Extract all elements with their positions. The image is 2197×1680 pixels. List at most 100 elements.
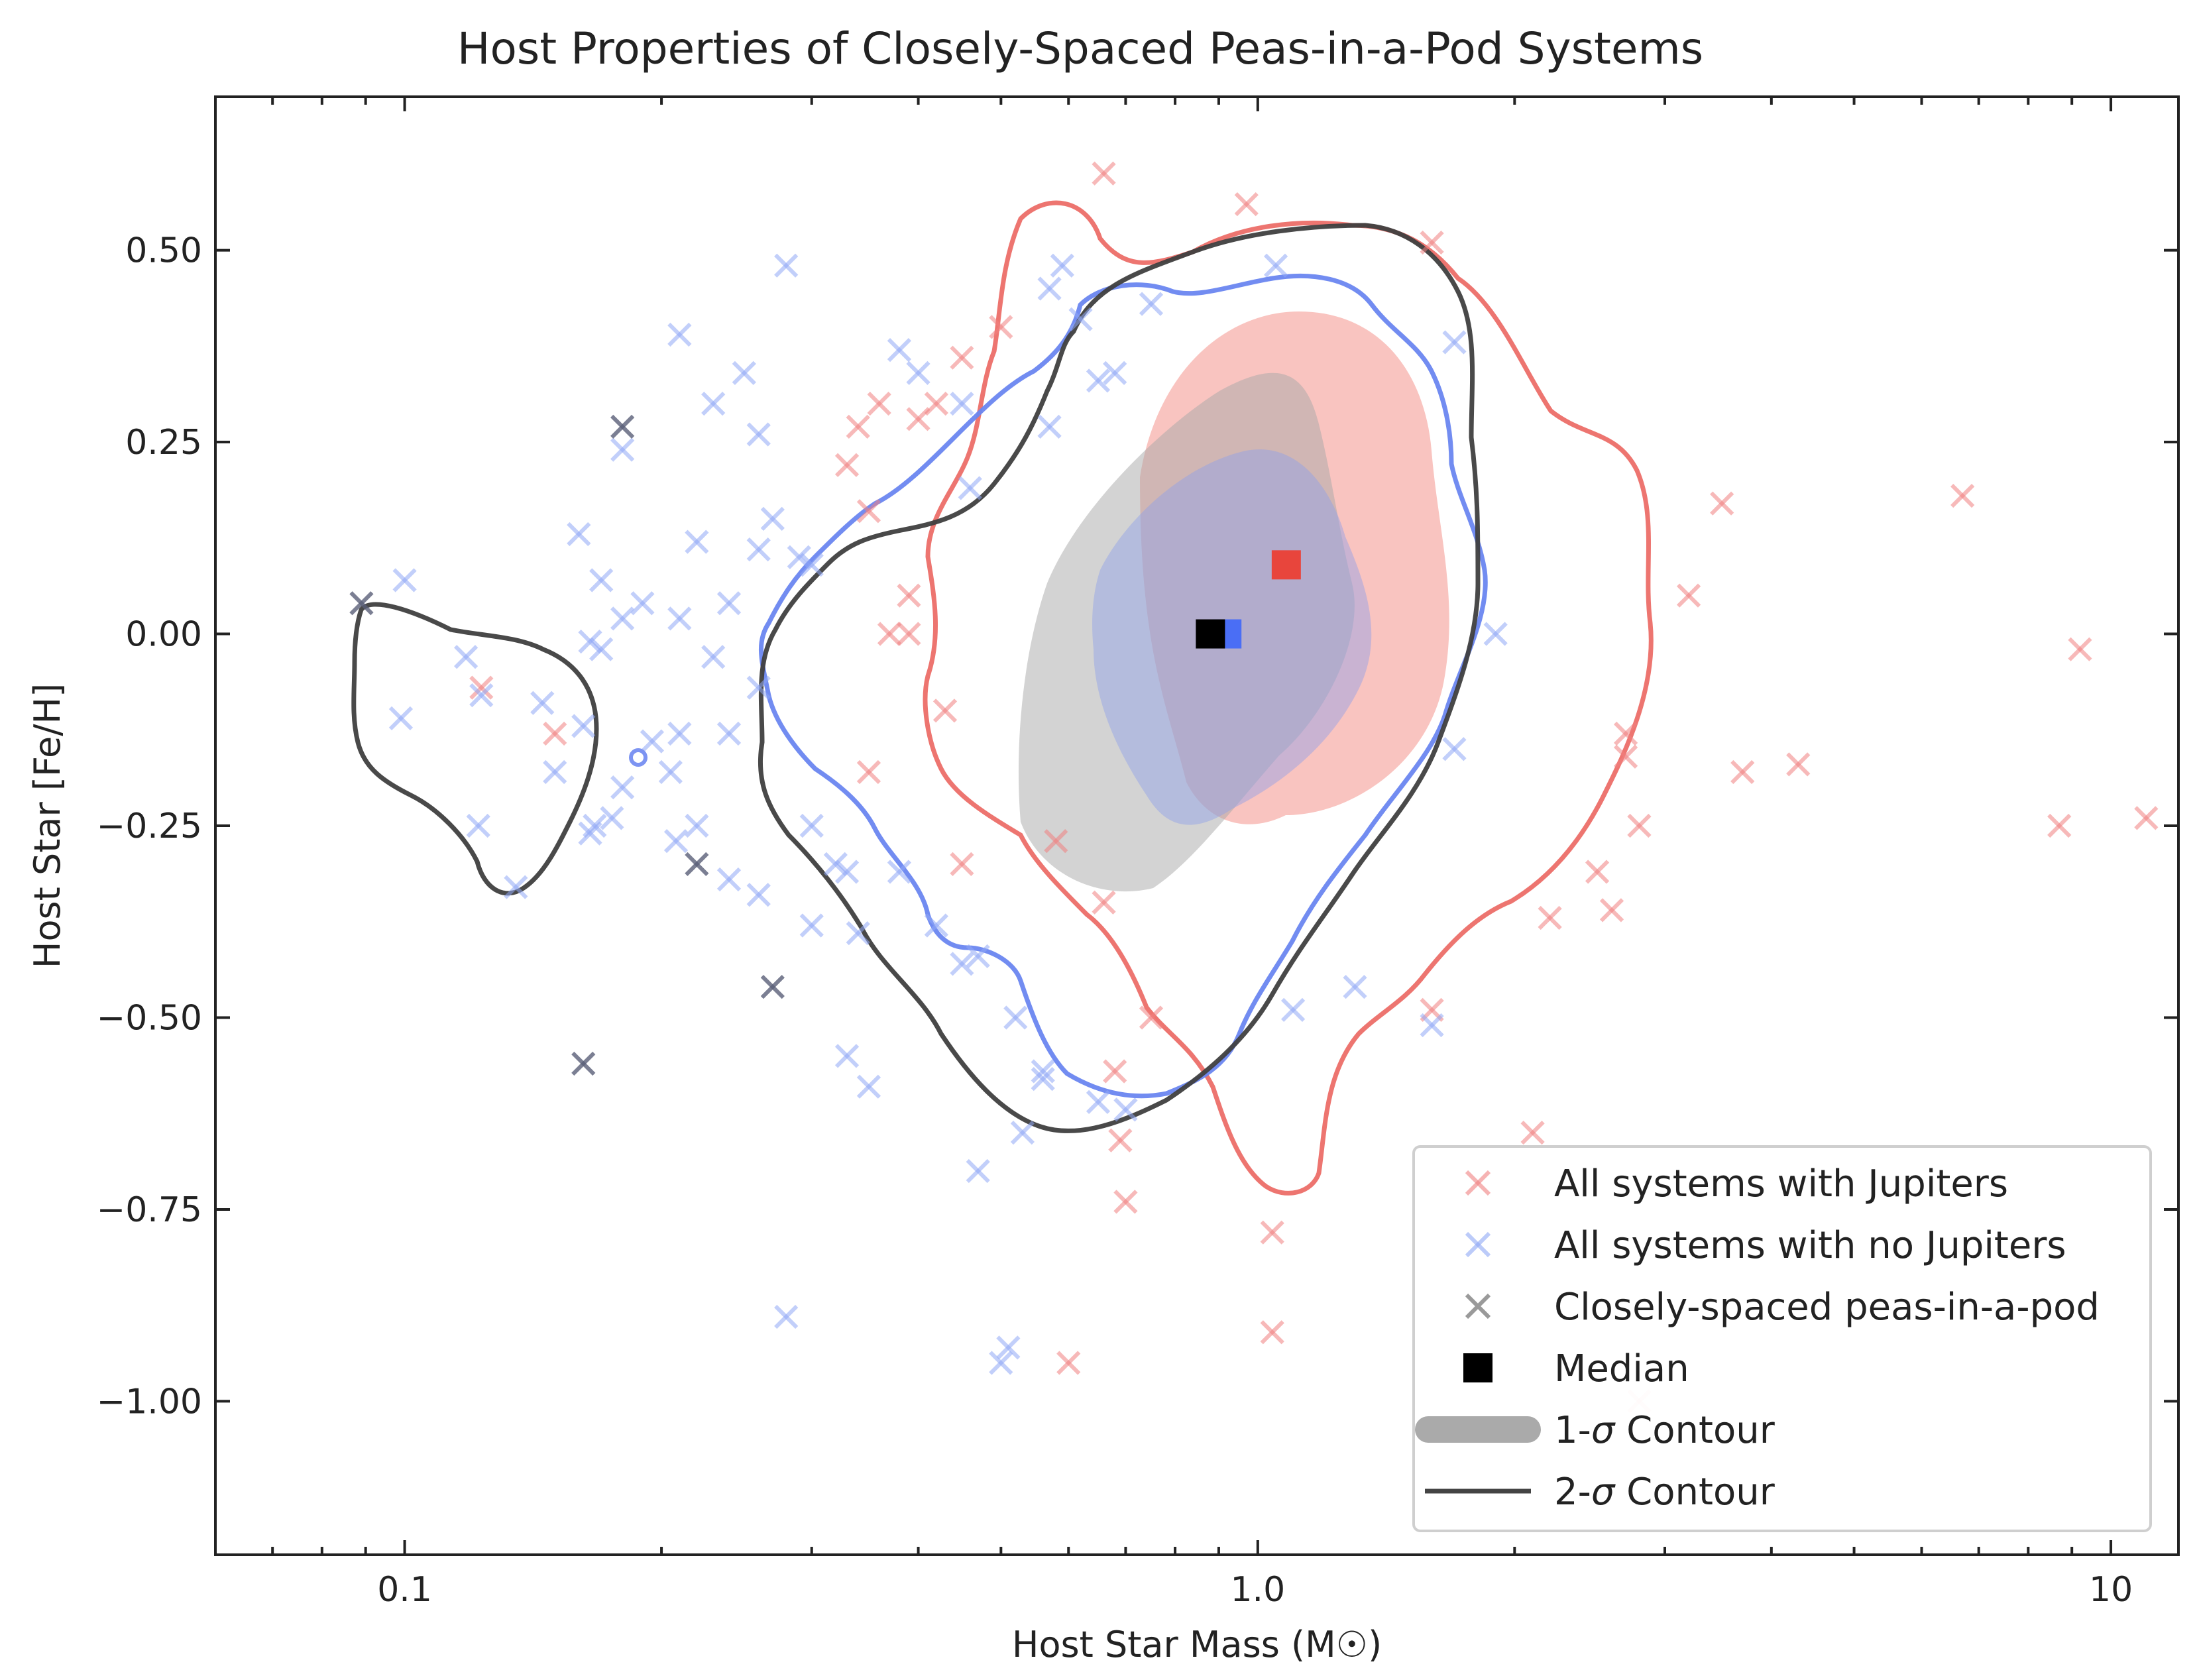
point-jupiters-6 (856, 499, 881, 524)
point-jupiters-24-stroke-b (1260, 1220, 1284, 1245)
point-no-jupiters-64 (958, 476, 982, 500)
point-jupiters-9 (950, 345, 974, 370)
series-median (1196, 550, 1301, 649)
point-jupiters-33-stroke-b (1627, 813, 1652, 838)
point-no-jupiters-43 (746, 883, 771, 907)
point-no-jupiters-1-stroke-b (667, 322, 692, 347)
point-no-jupiters-52-stroke-b (1031, 1066, 1055, 1092)
point-no-jupiters-63-stroke-b (950, 392, 974, 416)
point-no-jupiters-20 (701, 645, 726, 669)
point-peas-0-stroke-b (349, 591, 374, 616)
point-jupiters-8 (924, 392, 948, 416)
point-no-jupiters-28-stroke-b (716, 721, 742, 746)
point-no-jupiters-65-stroke-b (1037, 276, 1062, 301)
point-no-jupiters-11 (567, 522, 591, 547)
point-no-jupiters-25 (530, 691, 555, 715)
point-peas-2-stroke-b (685, 852, 709, 877)
series-no-jupiters (388, 253, 1508, 1375)
point-no-jupiters-72-stroke-b (1263, 253, 1288, 278)
point-jupiters-30 (1599, 898, 1624, 923)
point-no-jupiters-26 (571, 714, 596, 738)
point-no-jupiters-6 (760, 506, 785, 531)
point-peas-4 (571, 1051, 596, 1076)
median-marker-0 (1271, 550, 1301, 580)
legend-sigma-4: σ (1591, 1409, 1616, 1452)
point-jupiters-35 (1710, 491, 1734, 516)
point-jupiters-28 (1538, 905, 1562, 930)
legend: All systems with Jupiters All systems wit… (1412, 1145, 2152, 1532)
point-no-jupiters-54 (966, 1158, 990, 1184)
point-no-jupiters-75-stroke-b (1442, 737, 1467, 761)
y-tick-label-5: −0.75 (97, 1190, 202, 1230)
point-jupiters-34 (1676, 583, 1701, 608)
point-no-jupiters-78 (1343, 975, 1367, 999)
point-no-jupiters-48 (950, 952, 974, 976)
point-no-jupiters-30-stroke-b (658, 759, 683, 785)
point-jupiters-0 (1092, 161, 1116, 186)
point-no-jupiters-49 (966, 944, 990, 968)
point-no-jupiters-19-stroke-b (589, 637, 614, 661)
point-jupiters-11-stroke-b (877, 622, 902, 646)
point-no-jupiters-15-stroke-b (716, 591, 742, 616)
point-no-jupiters-44 (799, 913, 824, 938)
legend-items: All systems with Jupiters All systems wit… (1415, 1162, 2100, 1514)
point-no-jupiters-71 (1139, 292, 1164, 316)
point-no-jupiters-74 (1483, 622, 1508, 646)
point-no-jupiters-10 (799, 553, 824, 577)
point-no-jupiters-38 (685, 813, 709, 838)
point-no-jupiters-5 (610, 437, 635, 462)
legend-label-3: Median (1554, 1347, 1689, 1390)
point-no-jupiters-80-stroke-b (1086, 1090, 1111, 1114)
contour-2sigma-jupiters (923, 200, 1654, 1196)
point-jupiters-15-stroke-b (856, 759, 881, 785)
point-jupiters-8-stroke-b (924, 392, 948, 416)
point-peas-3-stroke-b (760, 975, 785, 999)
point-no-jupiters-9-stroke-b (787, 545, 811, 569)
point-no-jupiters-42 (716, 867, 742, 892)
point-jupiters-20-stroke-b (1139, 1005, 1164, 1030)
point-jupiters-15 (856, 759, 881, 785)
point-no-jupiters-25-stroke-b (530, 691, 555, 715)
point-jupiters-16 (950, 852, 974, 877)
point-no-jupiters-57 (856, 1074, 881, 1099)
point-jupiters-23 (1056, 1351, 1081, 1375)
point-no-jupiters-32 (610, 775, 635, 800)
point-jupiters-21 (1108, 1128, 1133, 1152)
point-no-jupiters-73 (1442, 330, 1467, 355)
y-tick-label-6: −1.00 (97, 1382, 202, 1422)
point-jupiters-32-stroke-b (1613, 744, 1638, 769)
point-jupiters-3 (846, 414, 870, 439)
point-no-jupiters-63 (950, 392, 974, 416)
legend-sigma-5: σ (1591, 1471, 1616, 1514)
point-jupiters-19-stroke-b (1103, 1059, 1127, 1084)
point-no-jupiters-5-stroke-b (610, 437, 635, 462)
point-no-jupiters-39 (799, 813, 824, 838)
point-no-jupiters-3 (701, 392, 726, 416)
point-no-jupiters-35-stroke-b (583, 813, 607, 838)
legend-marker-2 (1465, 1293, 1491, 1319)
point-no-jupiters-3-stroke-b (701, 392, 726, 416)
point-jupiters-36-stroke-b (1730, 759, 1755, 785)
point-jupiters-23-stroke-b (1056, 1351, 1081, 1375)
point-no-jupiters-56-stroke-b (834, 1044, 860, 1068)
point-no-jupiters-0-stroke-b (774, 253, 799, 278)
point-no-jupiters-10-stroke-b (799, 553, 824, 577)
point-no-jupiters-26-stroke-b (571, 714, 596, 738)
legend-label-5: 2-σ Contour (1554, 1471, 1775, 1514)
y-axis-ticks: 0.50 0.25 0.00 −0.25 −0.50 −0.75 −1.00 (97, 231, 2178, 1422)
point-jupiters-31 (1613, 721, 1638, 746)
point-no-jupiters-61-stroke-b (887, 337, 912, 363)
point-no-jupiters-44-stroke-b (799, 913, 824, 938)
point-jupiters-14 (932, 699, 958, 723)
point-no-jupiters-57-stroke-b (856, 1074, 881, 1099)
y-tick-label-2: 0.00 (125, 615, 202, 655)
point-peas-0 (349, 591, 374, 616)
point-no-jupiters-47-stroke-b (924, 913, 948, 938)
point-no-jupiters-46-stroke-b (887, 860, 912, 884)
point-jupiters-32 (1613, 744, 1638, 769)
point-jupiters-11 (877, 622, 902, 646)
point-jupiters-20 (1139, 1005, 1164, 1030)
point-no-jupiters-23-stroke-b (469, 683, 494, 708)
point-jupiters-35-stroke-b (1710, 491, 1734, 516)
point-jupiters-28-stroke-b (1538, 905, 1562, 930)
